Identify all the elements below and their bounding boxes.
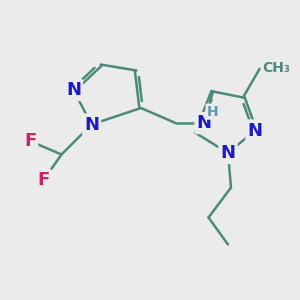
Text: N: N — [196, 114, 211, 132]
Text: CH₃: CH₃ — [262, 61, 290, 74]
Text: N: N — [220, 144, 236, 162]
Text: F: F — [38, 171, 50, 189]
Text: H: H — [207, 105, 218, 118]
Text: N: N — [66, 81, 81, 99]
Text: F: F — [24, 132, 36, 150]
Text: N: N — [248, 122, 262, 140]
Text: N: N — [84, 116, 99, 134]
